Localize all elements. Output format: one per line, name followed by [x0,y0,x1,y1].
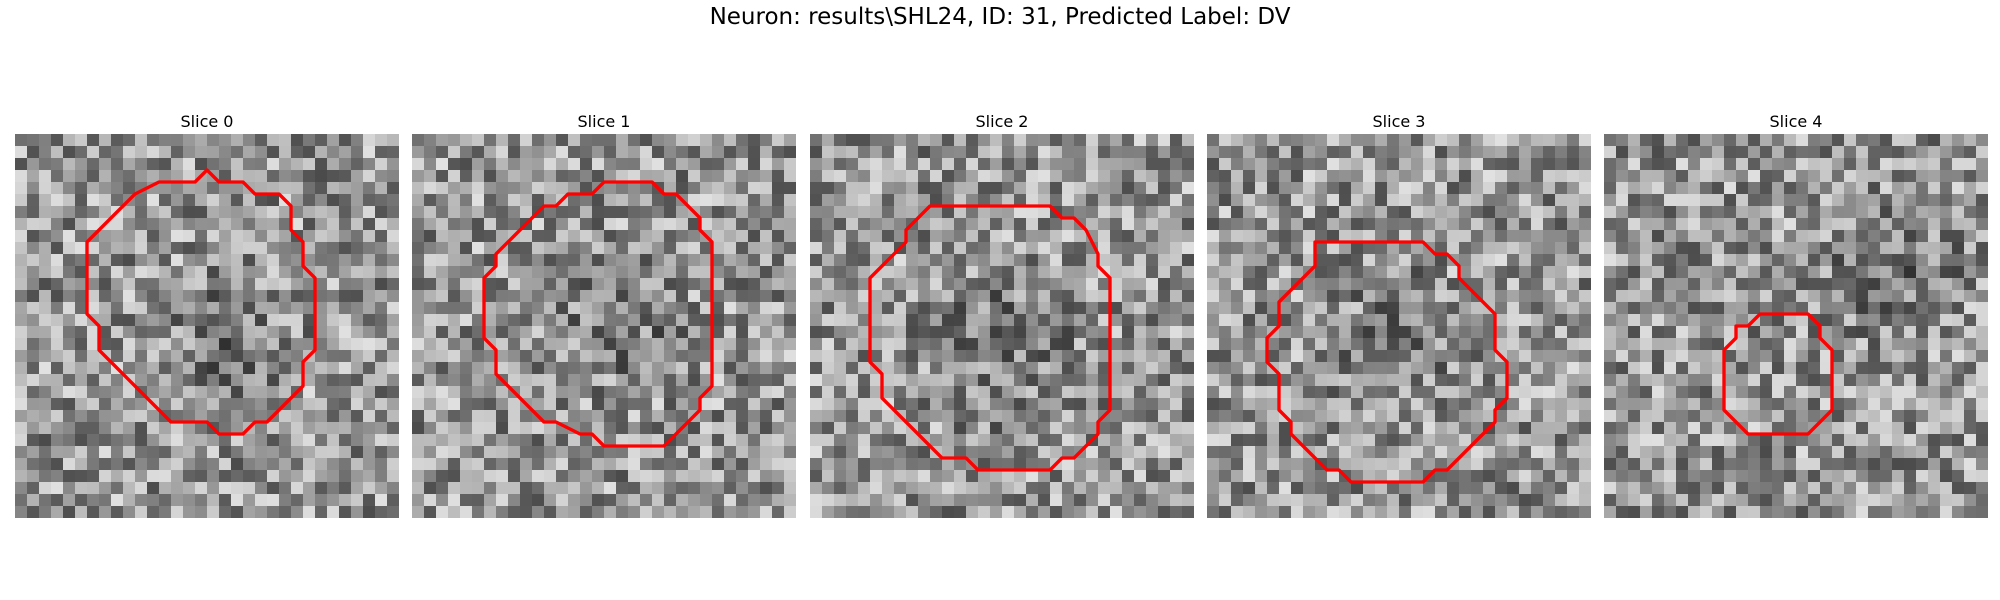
neuron-contour [868,204,1112,472]
slice-title: Slice 3 [1372,112,1426,131]
figure-title: Neuron: results\SHL24, ID: 31, Predicted… [709,4,1291,30]
slice-panel-1: Slice 1 [412,110,796,518]
neuron-contour [1265,240,1509,484]
slice-image-2 [810,134,1194,518]
neuron-contour [482,180,714,448]
pixel-grid [1207,134,1591,518]
slice-image-4 [1604,134,1988,518]
pixel-grid [1604,134,1988,518]
slice-image-3 [1207,134,1591,518]
slice-panel-2: Slice 2 [810,110,1194,518]
neuron-contour [1722,312,1834,436]
slice-panel-3: Slice 3 [1207,110,1591,518]
slice-title: Slice 1 [577,112,631,131]
slice-title: Slice 2 [975,112,1029,131]
slice-panel-0: Slice 0 [15,110,399,518]
slice-title: Slice 0 [180,112,234,131]
slice-title: Slice 4 [1769,112,1823,131]
slice-image-0 [15,134,399,518]
pixel-grid [810,134,1194,518]
pixel-grid [412,134,796,518]
slice-image-1 [412,134,796,518]
pixel-grid [15,134,399,518]
slice-panel-4: Slice 4 [1604,110,1988,518]
neuron-contour [85,168,317,436]
